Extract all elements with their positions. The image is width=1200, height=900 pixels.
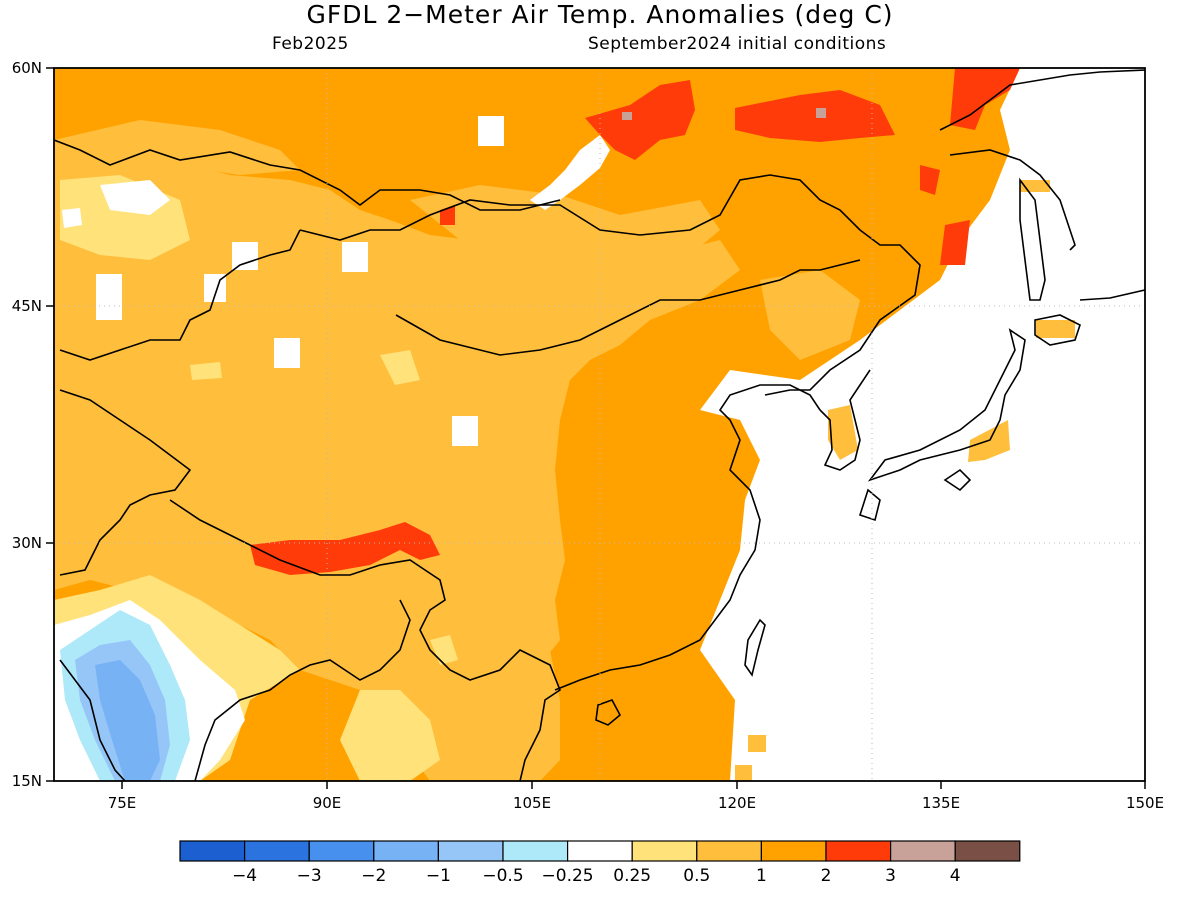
colorbar-tick-label: −2 [361, 866, 386, 886]
colorbar-swatch [566, 840, 633, 862]
axis-ticks [46, 67, 1146, 789]
colorbar-tick-label: 2 [821, 866, 832, 886]
anomaly-region-tibet-warm [250, 522, 440, 575]
lat-label-15n: 15N [12, 772, 42, 790]
anomaly-region-siberia-warm-b [735, 90, 895, 142]
colorbar-swatch [437, 840, 504, 862]
anomaly-region-siberia-warm-a [585, 80, 695, 160]
colorbar-swatch [760, 840, 827, 862]
anomaly-region-pacific-neutral [700, 68, 1145, 781]
anomaly-speck [816, 108, 826, 118]
colorbar-swatch [308, 840, 375, 862]
colorbar-swatch [954, 840, 1021, 862]
lake-baikal-cell [530, 135, 610, 210]
lon-label-120e: 120E [718, 794, 756, 812]
colorbar-tick-label: −1 [426, 866, 451, 886]
lon-label-90e: 90E [313, 794, 342, 812]
colorbar: −4 −3 −2 −1 −0.5 −0.25 0.25 0.5 1 2 3 4 [179, 840, 1021, 886]
colorbar-tick-label: 0.5 [683, 866, 710, 886]
lon-label-150e: 150E [1126, 794, 1164, 812]
anomaly-region-myanmar [340, 690, 440, 781]
anomaly-region-siberia-warm-c [440, 68, 1020, 265]
lake-cell [274, 338, 300, 368]
colorbar-tick-label: −3 [297, 866, 322, 886]
anomaly-region-mongolia [410, 185, 720, 270]
lake-cell [342, 242, 368, 272]
lon-label-105e: 105E [513, 794, 551, 812]
lat-label-30n: 30N [12, 534, 42, 552]
anomaly-region-siberia-west [54, 120, 300, 175]
map-frame [53, 67, 1146, 782]
colorbar-swatch [631, 840, 698, 862]
colorbar-swatch [502, 840, 569, 862]
map-title: GFDL 2−Meter Air Temp. Anomalies (deg C) [306, 0, 894, 29]
anomaly-region-india-colder [95, 660, 160, 781]
anomaly-region-korea [828, 405, 858, 460]
anomaly-region-taiwan [735, 735, 766, 781]
colorbar-tick-label: 4 [950, 866, 961, 886]
colorbar-tick-label: 3 [885, 866, 896, 886]
lake-cell [96, 274, 122, 320]
anomaly-region-japan [968, 180, 1075, 462]
colorbar-tick-label: 1 [756, 866, 767, 886]
anomaly-field [54, 68, 1145, 781]
colorbar-tick-label: −4 [232, 866, 257, 886]
anomaly-speck [622, 112, 632, 120]
colorbar-tick-label: −0.25 [542, 866, 594, 886]
lake-cell [452, 416, 478, 446]
lake-cell [478, 116, 504, 146]
lat-label-60n: 60N [12, 59, 42, 77]
colorbar-swatch [244, 840, 310, 862]
graticule [54, 68, 1145, 781]
anomaly-region-northeast [760, 270, 860, 360]
lon-label-135e: 135E [922, 794, 960, 812]
colorbar-tick-label: 0.25 [613, 866, 651, 886]
colorbar-swatch [825, 840, 892, 862]
coastlines [54, 69, 1145, 781]
initial-conditions: September2024 initial conditions [588, 34, 887, 54]
colorbar-swatch [889, 840, 956, 862]
colorbar-swatch [696, 840, 762, 862]
colorbar-swatch [179, 840, 246, 862]
lon-label-75e: 75E [108, 794, 137, 812]
colorbar-tick-label: −0.5 [482, 866, 523, 886]
colorbar-swatch [373, 840, 439, 862]
lat-label-45n: 45N [12, 297, 42, 315]
forecast-month: Feb2025 [272, 34, 349, 54]
lake-cell [232, 242, 258, 270]
anomaly-region-kazakh-white [62, 180, 170, 228]
